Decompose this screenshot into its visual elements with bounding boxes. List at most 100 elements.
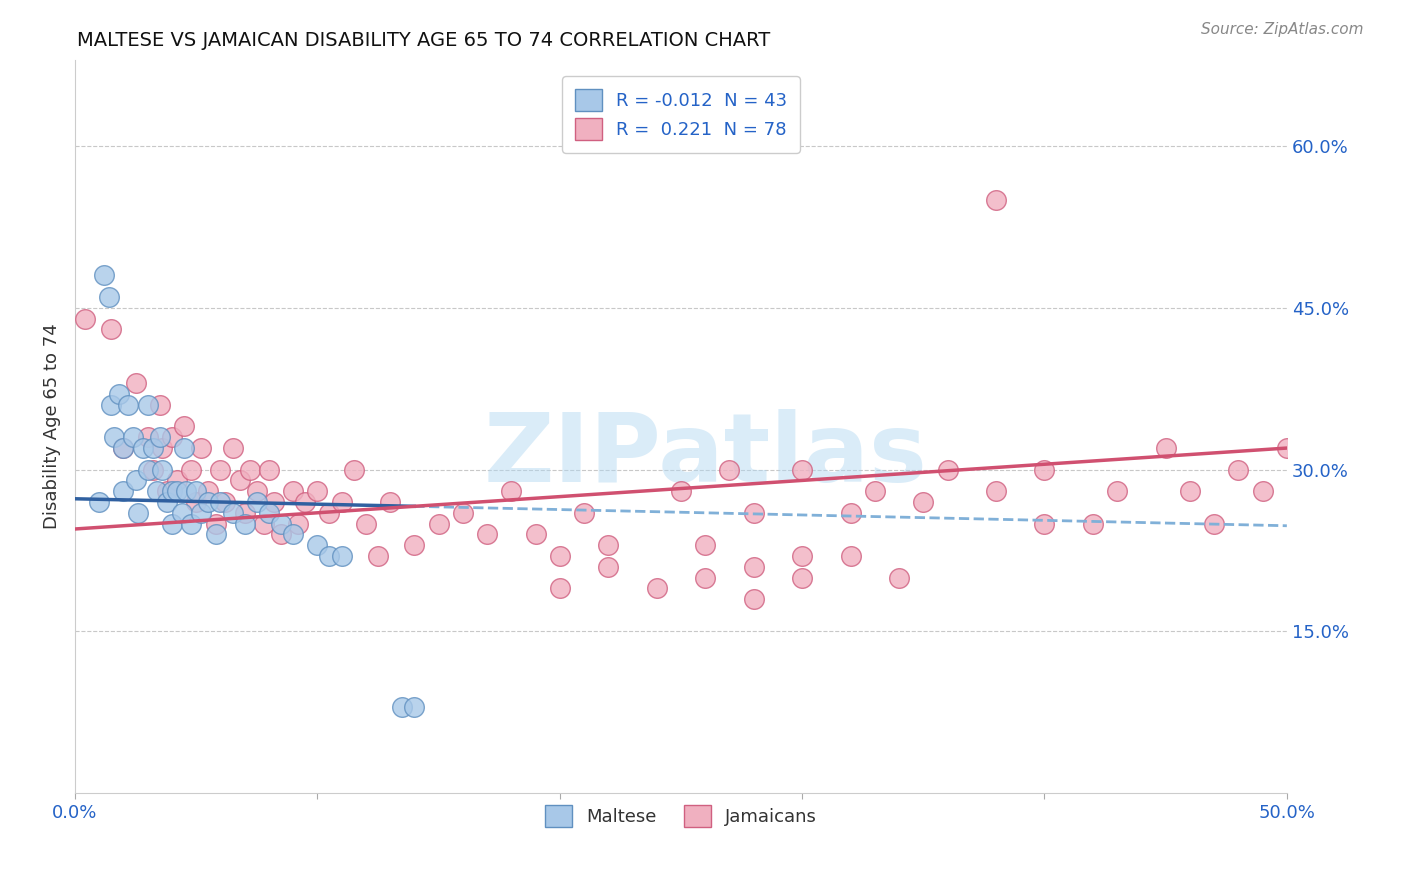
Point: [112, 484, 135, 499]
Point: [100, 398, 122, 412]
Point: [209, 495, 232, 509]
Point: [233, 506, 256, 520]
Point: [257, 506, 280, 520]
Point: [936, 462, 959, 476]
Point: [839, 506, 862, 520]
Point: [270, 516, 292, 531]
Text: ZIPatlas: ZIPatlas: [484, 409, 927, 502]
Point: [307, 484, 329, 499]
Point: [103, 430, 125, 444]
Point: [548, 582, 571, 596]
Point: [598, 559, 620, 574]
Point: [1033, 516, 1056, 531]
Point: [742, 559, 765, 574]
Point: [1033, 462, 1056, 476]
Point: [839, 549, 862, 563]
Point: [180, 516, 202, 531]
Point: [221, 506, 243, 520]
Point: [122, 430, 145, 444]
Point: [294, 495, 316, 509]
Point: [117, 398, 139, 412]
Point: [160, 484, 183, 499]
Point: [246, 495, 269, 509]
Point: [287, 516, 309, 531]
Point: [173, 419, 195, 434]
Point: [404, 538, 426, 552]
Point: [197, 484, 219, 499]
Point: [695, 570, 717, 584]
Point: [221, 441, 243, 455]
Point: [146, 484, 169, 499]
Point: [451, 506, 474, 520]
Point: [984, 484, 1007, 499]
Point: [112, 441, 135, 455]
Point: [330, 549, 353, 563]
Y-axis label: Disability Age 65 to 74: Disability Age 65 to 74: [44, 324, 60, 529]
Point: [1204, 516, 1226, 531]
Point: [718, 462, 741, 476]
Point: [204, 516, 226, 531]
Point: [107, 387, 129, 401]
Point: [475, 527, 498, 541]
Point: [132, 441, 155, 455]
Point: [790, 570, 813, 584]
Point: [127, 506, 149, 520]
Point: [93, 268, 115, 283]
Point: [150, 462, 173, 476]
Point: [695, 538, 717, 552]
Point: [572, 506, 595, 520]
Point: [150, 441, 173, 455]
Point: [136, 398, 159, 412]
Point: [1081, 516, 1104, 531]
Point: [124, 474, 146, 488]
Point: [501, 484, 523, 499]
Point: [1275, 441, 1298, 455]
Point: [176, 484, 198, 499]
Point: [404, 700, 426, 714]
Point: [149, 430, 172, 444]
Point: [100, 322, 122, 336]
Point: [190, 441, 212, 455]
Point: [97, 290, 120, 304]
Point: [1251, 484, 1274, 499]
Point: [330, 495, 353, 509]
Point: [89, 495, 111, 509]
Point: [427, 516, 450, 531]
Point: [233, 516, 256, 531]
Point: [281, 484, 304, 499]
Point: [281, 527, 304, 541]
Point: [170, 506, 193, 520]
Point: [190, 506, 212, 520]
Point: [863, 484, 886, 499]
Point: [112, 441, 135, 455]
Point: [209, 462, 232, 476]
Point: [257, 462, 280, 476]
Point: [742, 506, 765, 520]
Point: [156, 495, 179, 509]
Point: [307, 538, 329, 552]
Point: [1107, 484, 1129, 499]
Point: [524, 527, 547, 541]
Point: [197, 495, 219, 509]
Point: [246, 484, 269, 499]
Point: [136, 462, 159, 476]
Point: [73, 311, 96, 326]
Point: [186, 484, 208, 499]
Point: [669, 484, 692, 499]
Point: [204, 527, 226, 541]
Point: [142, 441, 165, 455]
Point: [180, 462, 202, 476]
Point: [124, 376, 146, 391]
Point: [378, 495, 401, 509]
Point: [318, 506, 340, 520]
Point: [367, 549, 389, 563]
Point: [343, 462, 366, 476]
Point: [887, 570, 910, 584]
Text: Source: ZipAtlas.com: Source: ZipAtlas.com: [1201, 22, 1364, 37]
Point: [912, 495, 935, 509]
Point: [984, 193, 1007, 207]
Point: [548, 549, 571, 563]
Point: [263, 495, 285, 509]
Point: [1154, 441, 1177, 455]
Point: [318, 549, 340, 563]
